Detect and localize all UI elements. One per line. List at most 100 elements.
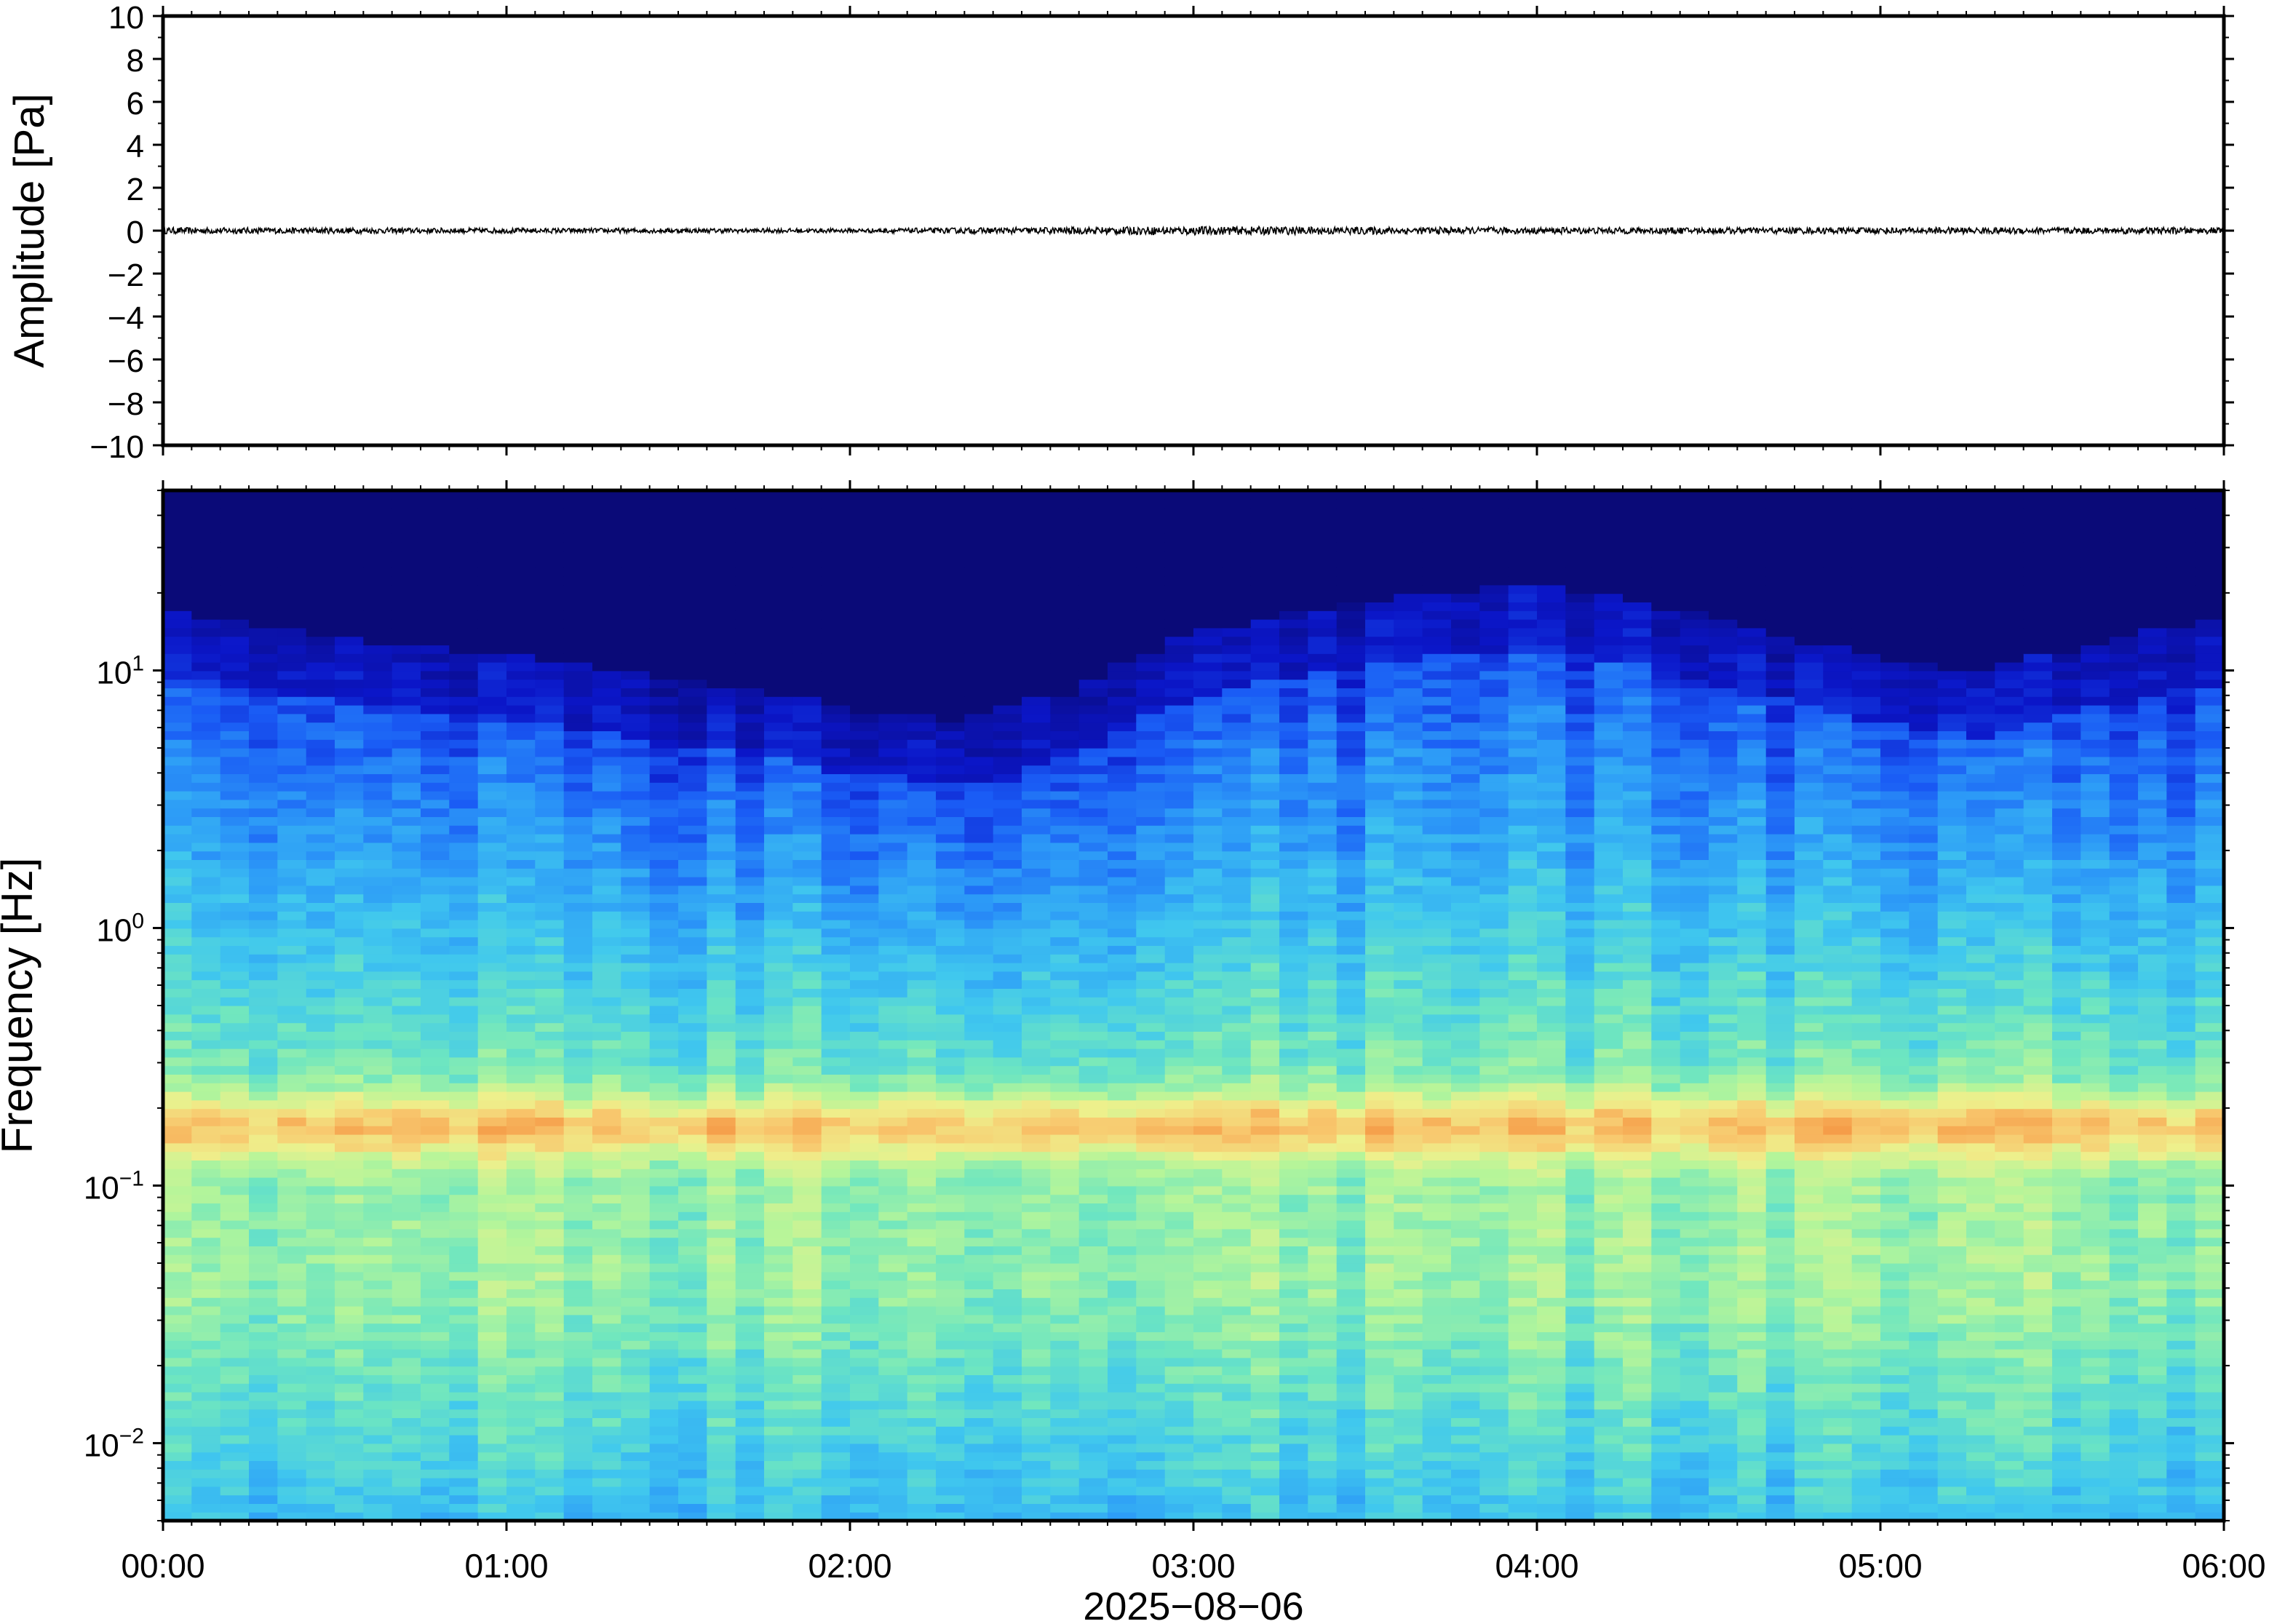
spectrogram-cell xyxy=(649,1297,679,1307)
spectrogram-cell xyxy=(506,868,536,877)
spectrogram-cell xyxy=(1050,490,1080,500)
spectrogram-cell xyxy=(1078,1289,1108,1298)
spectrogram-cell xyxy=(621,851,651,860)
spectrogram-cell xyxy=(363,834,393,843)
spectrogram-cell xyxy=(449,1503,479,1513)
spectrogram-cell xyxy=(1279,1452,1308,1461)
spectrogram-cell xyxy=(277,1374,307,1384)
spectrogram-cell xyxy=(850,1443,879,1453)
spectrogram-cell xyxy=(1222,1237,1252,1246)
spectrogram-cell xyxy=(163,1503,192,1513)
spectrogram-cell xyxy=(678,705,707,715)
spectrogram-cell xyxy=(1279,1022,1308,1032)
spectrogram-cell xyxy=(249,1203,278,1212)
spectrogram-cell xyxy=(506,825,536,835)
spectrogram-cell xyxy=(964,1254,994,1264)
spectrogram-cell xyxy=(792,1203,822,1212)
spectrogram-cell xyxy=(249,1117,278,1126)
spectrogram-cell xyxy=(649,1409,679,1418)
spectrogram-cell xyxy=(764,1271,793,1281)
spectrogram-cell xyxy=(306,1297,335,1307)
spectrogram-cell xyxy=(563,713,593,723)
spectrogram-cell xyxy=(449,645,479,654)
spectrogram-cell xyxy=(821,936,851,946)
spectrogram-cell xyxy=(1164,997,1194,1006)
spectrogram-cell xyxy=(707,1340,736,1350)
spectrogram-cell xyxy=(936,1332,965,1341)
spectrogram-cell xyxy=(1022,1177,1051,1187)
spectrogram-cell xyxy=(621,868,651,877)
spectrogram-cell xyxy=(678,645,707,654)
spectrogram-cell xyxy=(1136,731,1166,740)
spectrogram-cell xyxy=(649,1099,679,1110)
spectrogram-cell xyxy=(1279,1340,1308,1350)
spectrogram-cell xyxy=(678,1340,707,1350)
spectrogram-cell xyxy=(1164,1211,1194,1221)
spectrogram-cell xyxy=(1078,1512,1108,1521)
spectrogram-cell xyxy=(249,1246,278,1255)
spectrogram-cell xyxy=(907,1185,937,1195)
spectrogram-cell xyxy=(1022,705,1051,715)
spectrogram-cell xyxy=(277,619,307,629)
spectrogram-cell xyxy=(1222,1228,1252,1238)
spectrogram-cell xyxy=(220,816,250,826)
spectrogram-cell xyxy=(1022,1435,1051,1444)
spectrogram-cell xyxy=(1078,1280,1108,1289)
spectrogram-cell xyxy=(621,1177,651,1187)
spectrogram-cell xyxy=(964,516,994,525)
spectrogram-cell xyxy=(907,498,937,509)
spectrogram-cell xyxy=(936,1349,965,1358)
spectrogram-cell xyxy=(421,1134,450,1144)
spectrogram-cell xyxy=(220,748,250,757)
spectrogram-cell xyxy=(563,1142,593,1153)
spectrogram-cell xyxy=(936,619,965,629)
spectrogram-cell xyxy=(363,662,393,672)
spectrogram-cell xyxy=(535,877,565,886)
spectrogram-cell xyxy=(1136,816,1166,826)
spectrogram-cell xyxy=(506,1494,536,1504)
spectrogram-cell xyxy=(1250,928,1280,938)
spectrogram-cell xyxy=(563,963,593,972)
spectrogram-cell xyxy=(821,1280,851,1289)
spectrogram-cell xyxy=(563,1366,593,1375)
spectrogram-cell xyxy=(477,756,507,766)
spectrogram-cell xyxy=(363,997,393,1006)
spectrogram-cell xyxy=(936,756,965,766)
spectrogram-cell xyxy=(563,662,593,672)
spectrogram-cell xyxy=(363,1392,393,1401)
spectrogram-cell xyxy=(335,1237,364,1246)
spectrogram-cell xyxy=(936,1357,965,1367)
spectrogram-cell xyxy=(306,1314,335,1324)
spectrogram-cell xyxy=(1250,1426,1280,1436)
spectrogram-cell xyxy=(277,1297,307,1307)
spectrogram-cell xyxy=(1193,1254,1223,1264)
spectrogram-cell xyxy=(764,808,793,817)
spectrogram-cell xyxy=(392,507,421,517)
spectrogram-cell xyxy=(850,490,879,500)
spectrogram-cell xyxy=(735,773,765,783)
spectrogram-cell xyxy=(592,1478,621,1487)
spectrogram-cell xyxy=(621,928,651,938)
spectrogram-cell xyxy=(993,533,1022,543)
spectrogram-cell xyxy=(707,1486,736,1496)
spectrogram-cell xyxy=(678,902,707,912)
spectrogram-cell xyxy=(936,799,965,809)
spectrogram-cell xyxy=(1279,1383,1308,1393)
spectrogram-cell xyxy=(878,550,908,560)
spectrogram-cell xyxy=(249,1323,278,1332)
spectrogram-cell xyxy=(678,1220,707,1230)
spectrogram-cell xyxy=(277,731,307,740)
spectrogram-cell xyxy=(850,825,879,835)
spectrogram-cell xyxy=(1022,507,1051,517)
spectrogram-cell xyxy=(792,885,822,895)
spectrogram-cell xyxy=(964,739,994,749)
spectrogram-cell xyxy=(335,1297,364,1307)
spectrogram-cell xyxy=(735,739,765,749)
spectrogram-cell xyxy=(335,885,364,895)
spectrogram-cell xyxy=(477,696,507,706)
spectrogram-cell xyxy=(477,1417,507,1427)
spectrogram-cell xyxy=(907,1289,937,1298)
spectrogram-cell xyxy=(678,1280,707,1289)
spectrogram-cell xyxy=(621,1211,651,1221)
spectrogram-cell xyxy=(1222,1099,1252,1110)
